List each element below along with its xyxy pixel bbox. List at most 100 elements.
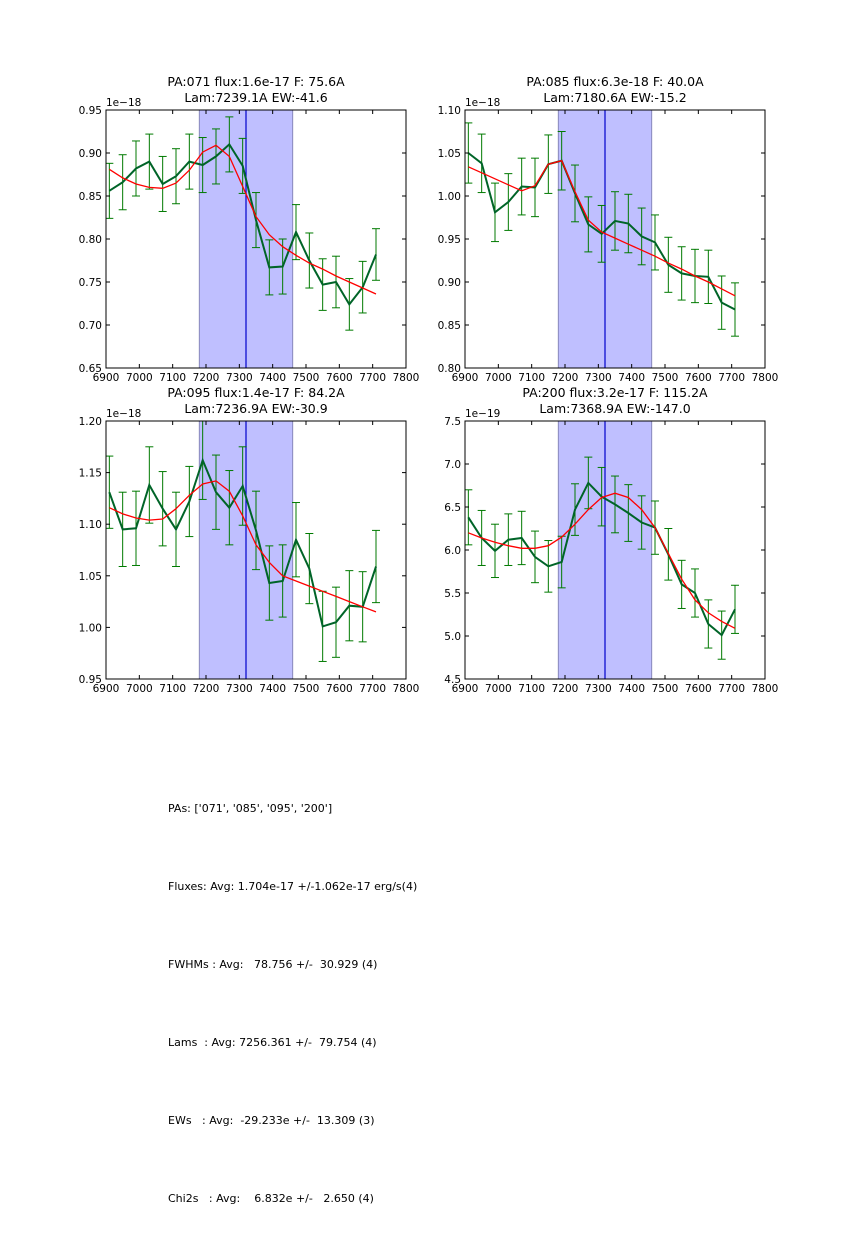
x-tick-label: 7600 xyxy=(326,372,353,384)
summary-ews: EWs : Avg: -29.233e +/- 13.309 (3) xyxy=(168,1114,375,1127)
axes-frame xyxy=(105,420,407,680)
x-tick-label: 7800 xyxy=(752,372,779,384)
panel-title-line: PA:085 flux:6.3e-18 F: 40.0A xyxy=(526,74,704,89)
series-fit-line xyxy=(108,144,377,295)
panel-title-line: Lam:7239.1A EW:-41.6 xyxy=(184,90,327,105)
summary-stats: PAs: ['071', '085', '095', '200'] Fluxes… xyxy=(168,744,417,1238)
x-tick-label: 7300 xyxy=(585,372,612,384)
x-tick-label: 6900 xyxy=(93,683,120,695)
series-fit-line xyxy=(468,492,736,629)
errorbar xyxy=(731,282,739,337)
y-tick-label: 7.0 xyxy=(444,459,461,471)
x-tick-label: 6900 xyxy=(452,683,479,695)
panel-title-line: Lam:7236.9A EW:-30.9 xyxy=(184,401,327,416)
y-tick-label: 6.5 xyxy=(444,502,461,514)
y-offset-label: 1e−18 xyxy=(465,97,500,109)
x-tick-label: 7000 xyxy=(485,372,512,384)
x-tick-label: 7600 xyxy=(685,372,712,384)
x-tick-label: 7600 xyxy=(326,683,353,695)
y-tick-label: 0.95 xyxy=(438,234,461,246)
x-tick-label: 7700 xyxy=(718,683,745,695)
panel-1: 6900 7000 7100 7200 7300 7400 7500 7600 7700 7800… xyxy=(79,74,420,384)
y-tick-label: 0.85 xyxy=(79,191,102,203)
y-tick-label: 1.15 xyxy=(79,468,102,480)
x-tick-label: 7800 xyxy=(752,683,779,695)
series-fit-line xyxy=(109,480,377,613)
x-tick-label: 7200 xyxy=(193,372,220,384)
y-offset-label: 1e−18 xyxy=(106,408,141,420)
y-tick-label: 0.95 xyxy=(79,105,102,117)
x-tick-label: 7700 xyxy=(359,683,386,695)
x-tick-label: 7100 xyxy=(518,683,545,695)
data-layer xyxy=(465,456,739,660)
y-tick-label: 0.80 xyxy=(438,363,461,375)
panel-title-line: PA:071 flux:1.6e-17 F: 75.6A xyxy=(167,74,345,89)
x-tick-label: 7200 xyxy=(193,683,220,695)
y-tick-label: 1.10 xyxy=(438,105,461,117)
x-tick-label: 7200 xyxy=(552,683,579,695)
x-tick-label: 7700 xyxy=(359,372,386,384)
data-layer xyxy=(106,421,380,662)
x-tick-label: 7000 xyxy=(126,372,153,384)
x-tick-label: 7300 xyxy=(585,683,612,695)
x-tick-label: 7400 xyxy=(259,372,286,384)
y-tick-label: 0.80 xyxy=(79,234,102,246)
series-data-line xyxy=(467,152,736,311)
x-tick-label: 7000 xyxy=(126,683,153,695)
x-tick-label: 7300 xyxy=(226,683,253,695)
y-offset-label: 1e−18 xyxy=(106,97,141,109)
y-tick-label: 1.20 xyxy=(79,416,102,428)
y-tick-label: 1.00 xyxy=(438,191,461,203)
series-data-line xyxy=(467,481,736,637)
summary-fluxes: Fluxes: Avg: 1.704e-17 +/-1.062e-17 erg/… xyxy=(168,880,418,893)
y-tick-label: 0.90 xyxy=(79,148,102,160)
x-tick-label: 7600 xyxy=(685,683,712,695)
series-data-line xyxy=(108,457,377,628)
y-tick-label: 0.75 xyxy=(79,277,102,289)
summary-lams: Lams : Avg: 7256.361 +/- 79.754 (4) xyxy=(168,1036,377,1049)
y-tick-label: 0.65 xyxy=(79,363,102,375)
summary-pas: PAs: ['071', '085', '095', '200'] xyxy=(168,802,333,815)
x-tick-label: 7500 xyxy=(293,372,320,384)
y-offset-label: 1e−19 xyxy=(465,408,500,420)
x-tick-label: 7800 xyxy=(393,372,420,384)
panel-2: 6900 7000 7100 7200 7300 7400 7500 7600 7700 7800… xyxy=(438,74,779,384)
panel-title-line: PA:095 flux:1.4e-17 F: 84.2A xyxy=(167,385,345,400)
x-tick-label: 7300 xyxy=(226,372,253,384)
x-tick-label: 7800 xyxy=(393,683,420,695)
y-tick-label: 0.90 xyxy=(438,277,461,289)
y-tick-label: 6.0 xyxy=(444,545,461,557)
x-tick-label: 7100 xyxy=(159,683,186,695)
summary-fwhms: FWHMs : Avg: 78.756 +/- 30.929 (4) xyxy=(168,958,378,971)
y-tick-label: 5.0 xyxy=(444,631,461,643)
y-tick-label: 1.10 xyxy=(79,519,102,531)
x-tick-label: 7500 xyxy=(293,683,320,695)
y-tick-label: 0.70 xyxy=(79,320,102,332)
panel-title-line: Lam:7180.6A EW:-15.2 xyxy=(543,90,686,105)
summary-chi2s: Chi2s : Avg: 6.832e +/- 2.650 (4) xyxy=(168,1192,374,1205)
panel-title-line: Lam:7368.9A EW:-147.0 xyxy=(539,401,690,416)
x-tick-label: 6900 xyxy=(452,372,479,384)
figure: 6900 7000 7100 7200 7300 7400 7500 7600 7700 7800… xyxy=(79,74,779,695)
series-data-line xyxy=(108,142,377,307)
data-layer xyxy=(106,116,380,331)
y-tick-label: 1.00 xyxy=(79,622,102,634)
panel-4: 6900 7000 7100 7200 7300 7400 7500 7600 7700 7800… xyxy=(444,385,778,695)
y-tick-label: 5.5 xyxy=(444,588,461,600)
x-tick-label: 7100 xyxy=(518,372,545,384)
y-tick-label: 1.05 xyxy=(438,148,461,160)
x-tick-label: 7500 xyxy=(652,683,679,695)
x-tick-label: 7500 xyxy=(652,372,679,384)
x-tick-label: 7400 xyxy=(259,683,286,695)
panel-title-line: PA:200 flux:3.2e-17 F: 115.2A xyxy=(522,385,708,400)
x-tick-label: 6900 xyxy=(93,372,120,384)
y-tick-label: 4.5 xyxy=(444,674,461,686)
x-tick-label: 7400 xyxy=(618,683,645,695)
x-tick-label: 7000 xyxy=(485,683,512,695)
errorbar xyxy=(372,228,380,281)
x-tick-label: 7200 xyxy=(552,372,579,384)
y-tick-label: 1.05 xyxy=(79,571,102,583)
y-tick-label: 7.5 xyxy=(444,416,461,428)
x-tick-label: 7700 xyxy=(718,372,745,384)
panel-3: 6900 7000 7100 7200 7300 7400 7500 7600 7700 7800… xyxy=(79,385,420,695)
